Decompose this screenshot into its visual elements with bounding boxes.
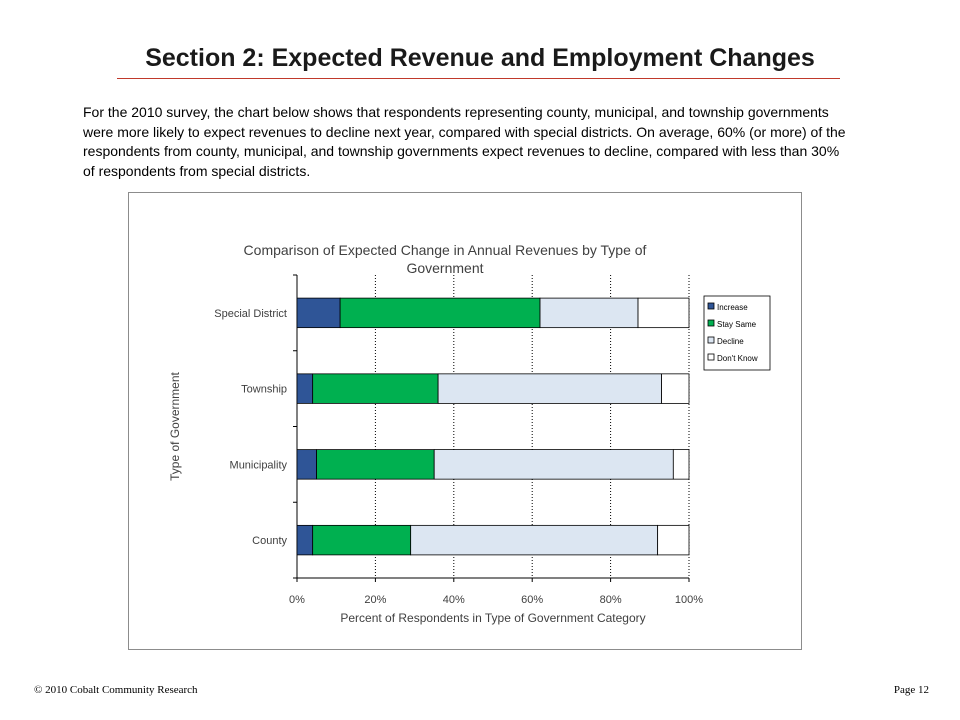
bar-segment (296, 449, 318, 480)
x-tick-label: 80% (600, 594, 622, 606)
bar-segment (637, 297, 690, 329)
x-axis-title: Percent of Respondents in Type of Govern… (340, 611, 645, 625)
legend-box (703, 295, 771, 371)
title-underline (117, 78, 840, 79)
bar-segment (316, 449, 435, 480)
legend-label: Increase (717, 303, 748, 312)
legend-swatch (707, 319, 715, 327)
y-axis-title: Type of Government (168, 371, 182, 480)
chart-frame: Comparison of Expected Change in Annual … (128, 192, 802, 650)
bar-segment (433, 449, 674, 480)
bar-segment (657, 524, 690, 556)
bar-segment (410, 524, 659, 556)
x-tick-label: 20% (364, 594, 386, 606)
bar-segment (539, 297, 639, 329)
x-tick-label: 60% (521, 594, 543, 606)
legend-swatch (707, 302, 715, 310)
bar-segment (296, 373, 314, 404)
bar-segment (437, 373, 662, 404)
legend-label: Stay Same (717, 320, 757, 329)
bar-segment (312, 373, 439, 404)
bar-segment (339, 297, 541, 329)
legend-label: Decline (717, 337, 744, 346)
bar-segment (296, 524, 314, 556)
category-label: Township (241, 384, 287, 396)
category-label: County (252, 535, 287, 547)
chart-title: Comparison of Expected Change in Annual … (244, 242, 647, 276)
x-tick-label: 0% (289, 594, 305, 606)
page-title: Section 2: Expected Revenue and Employme… (145, 44, 815, 72)
legend-label: Don't Know (717, 354, 758, 363)
x-tick-label: 40% (443, 594, 465, 606)
intro-paragraph: For the 2010 survey, the chart below sho… (83, 104, 846, 179)
category-label: Special District (214, 308, 287, 320)
legend-swatch (707, 353, 715, 361)
x-tick-label: 100% (675, 594, 703, 606)
revenue-change-chart: Comparison of Expected Change in Annual … (168, 242, 771, 625)
bar-segment (672, 449, 690, 480)
footer-page-number: Page 12 (893, 684, 929, 696)
bar-segment (312, 524, 412, 556)
bar-segment (661, 373, 690, 404)
footer-copyright: © 2010 Cobalt Community Research (34, 684, 198, 696)
category-label: Municipality (230, 459, 288, 471)
bar-segment (296, 297, 341, 329)
legend-swatch (707, 336, 715, 344)
